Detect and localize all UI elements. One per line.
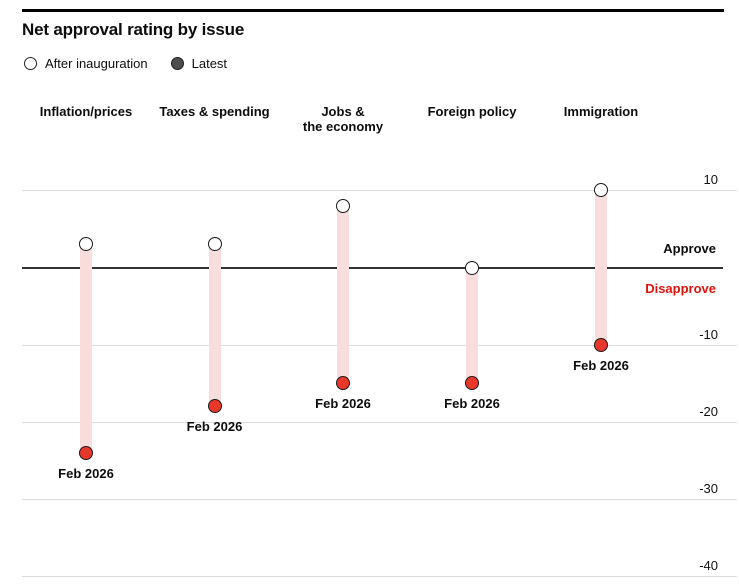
latest-point-1 xyxy=(79,445,93,460)
zero-axis-line xyxy=(22,266,723,269)
filled-circle-icon xyxy=(170,57,184,70)
category-header-4: Foreign policy xyxy=(427,104,517,119)
category-header-1: Inflation/prices xyxy=(39,104,133,119)
latest-point-5 xyxy=(594,337,608,352)
after-inauguration-point-1 xyxy=(79,237,93,252)
latest-date-label-4: Feb 2026 xyxy=(444,396,500,412)
after-inauguration-point-4 xyxy=(465,260,479,275)
legend-item-latest: Latest xyxy=(170,56,228,71)
latest-point-4 xyxy=(465,376,479,391)
gridline--10 xyxy=(22,344,737,346)
gridline--40 xyxy=(22,576,737,578)
range-bar-5 xyxy=(595,190,607,345)
legend-after-label: After inauguration xyxy=(45,56,148,71)
latest-date-label-2: Feb 2026 xyxy=(186,419,243,435)
disapprove-label: Disapprove xyxy=(645,280,716,296)
y-tick-label--20: -20 xyxy=(699,403,718,419)
after-inauguration-point-2 xyxy=(207,237,222,252)
latest-date-label-3: Feb 2026 xyxy=(315,396,371,412)
gridline-10 xyxy=(22,190,737,192)
range-bar-2 xyxy=(208,244,221,407)
legend-latest-label: Latest xyxy=(191,56,228,71)
range-bar-4 xyxy=(466,267,478,384)
range-bar-3 xyxy=(337,205,349,384)
category-header-5: Immigration xyxy=(563,104,639,119)
y-tick-label--30: -30 xyxy=(699,481,718,497)
open-circle-icon xyxy=(24,57,37,70)
chart-title: Net approval rating by issue xyxy=(22,20,245,39)
y-tick-label--40: -40 xyxy=(699,558,718,574)
legend-item-after-inauguration: After inauguration xyxy=(24,56,148,71)
latest-date-label-5: Feb 2026 xyxy=(573,357,629,373)
latest-date-label-1: Feb 2026 xyxy=(58,465,114,481)
legend: After inauguration Latest xyxy=(24,56,227,71)
gridline--30 xyxy=(22,499,737,501)
after-inauguration-point-5 xyxy=(594,183,608,198)
y-tick-label--10: -10 xyxy=(699,326,718,342)
after-inauguration-point-3 xyxy=(336,198,350,213)
gridline--20 xyxy=(22,421,737,423)
approve-label: Approve xyxy=(663,240,716,256)
category-header-3: Jobs & the economy xyxy=(302,104,384,134)
range-bar-1 xyxy=(80,244,92,453)
latest-point-2 xyxy=(207,399,222,414)
y-tick-label-10: 10 xyxy=(703,172,718,188)
top-rule xyxy=(22,9,724,12)
category-header-2: Taxes & spending xyxy=(159,104,270,119)
latest-point-3 xyxy=(336,376,350,391)
